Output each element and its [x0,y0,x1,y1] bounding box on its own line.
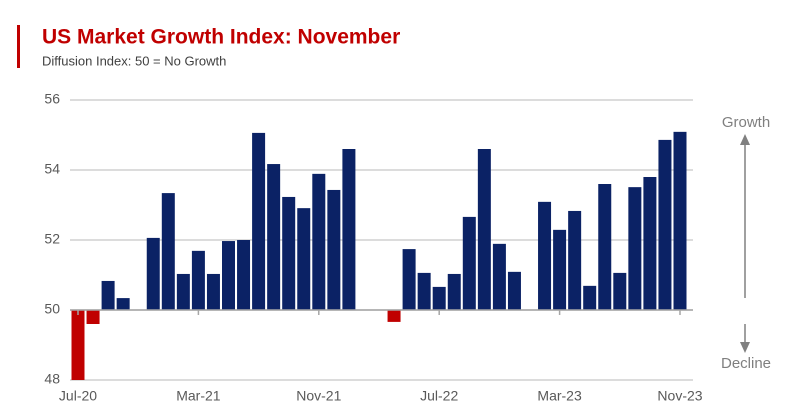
bar [101,280,115,310]
y-tick-label: 50 [44,301,60,317]
bar [161,193,175,310]
bar [237,240,251,310]
x-tick-label: Jul-20 [59,388,97,404]
bar [387,310,401,322]
y-tick-label: 54 [44,161,60,177]
bar [417,272,431,310]
bar [598,184,612,310]
x-tick-label: Nov-21 [296,388,341,404]
bar [252,132,266,310]
bar [146,237,160,310]
bar [553,229,567,310]
annotation-growth: Growth [722,114,770,131]
bar [658,139,672,310]
bar [492,243,506,310]
annotation-decline: Decline [721,355,771,372]
bar [613,272,627,310]
y-tick-label: 52 [44,231,60,247]
arrowhead [740,134,750,145]
bar [538,201,552,310]
bar [643,177,657,310]
y-tick-label: 48 [44,371,60,387]
bar [282,196,296,310]
bar [477,149,491,310]
title-accent [17,25,20,68]
chart-title: US Market Growth Index: November [42,26,400,49]
bar [507,271,521,310]
bar [628,187,642,310]
bar [116,298,130,310]
bar [327,189,341,310]
bar [568,210,582,310]
bar [297,208,311,310]
bar [447,273,461,310]
bar [176,273,190,310]
bar [432,286,446,310]
bar [267,164,281,310]
bar [86,310,100,324]
bar [402,249,416,310]
x-tick-label: Mar-23 [537,388,582,404]
x-tick-label: Nov-23 [657,388,702,404]
bar [222,241,235,310]
x-tick-label: Jul-22 [420,388,458,404]
bar [342,149,356,310]
bar [191,250,205,310]
bar [71,310,85,380]
bar [206,273,220,310]
arrows [740,134,750,353]
y-tick-label: 56 [44,91,60,107]
arrowhead [740,342,750,353]
bar [583,285,597,310]
chart-subtitle: Diffusion Index: 50 = No Growth [42,53,226,68]
bar [673,131,687,310]
x-tick-label: Mar-21 [176,388,221,404]
bar [312,173,326,310]
bar [462,216,476,310]
